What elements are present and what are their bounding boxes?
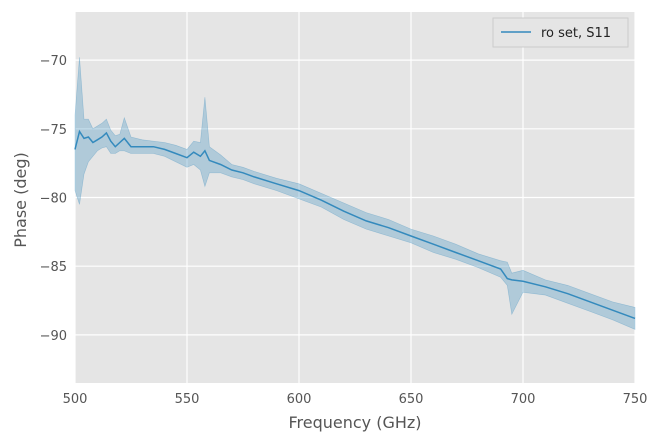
grid-lines [74, 12, 636, 383]
x-axis-label: Frequency (GHz) [288, 413, 421, 432]
y-axis-label: Phase (deg) [11, 152, 30, 248]
y-tick-label: −90 [40, 329, 67, 344]
legend-entry-label: ro set, S11 [541, 26, 611, 41]
x-tick-label: 550 [175, 392, 200, 407]
series-band [74, 57, 636, 330]
series-lines [74, 129, 636, 320]
x-tick-label: 600 [287, 392, 312, 407]
x-tick-label: 650 [399, 392, 424, 407]
y-tick-label: −75 [40, 123, 67, 138]
x-tick-label: 750 [623, 392, 648, 407]
x-tick-labels: 500 550 600 650 700 750 [63, 392, 648, 407]
x-tick-label: 500 [63, 392, 88, 407]
y-tick-label: −85 [40, 260, 67, 275]
series-line [74, 129, 636, 320]
y-tick-label: −70 [40, 54, 67, 69]
y-tick-labels: −90 −85 −80 −75 −70 [40, 54, 67, 344]
y-tick-label: −80 [40, 192, 67, 207]
confidence-band [74, 57, 636, 330]
x-tick-label: 700 [511, 392, 536, 407]
legend: ro set, S11 [492, 17, 629, 48]
